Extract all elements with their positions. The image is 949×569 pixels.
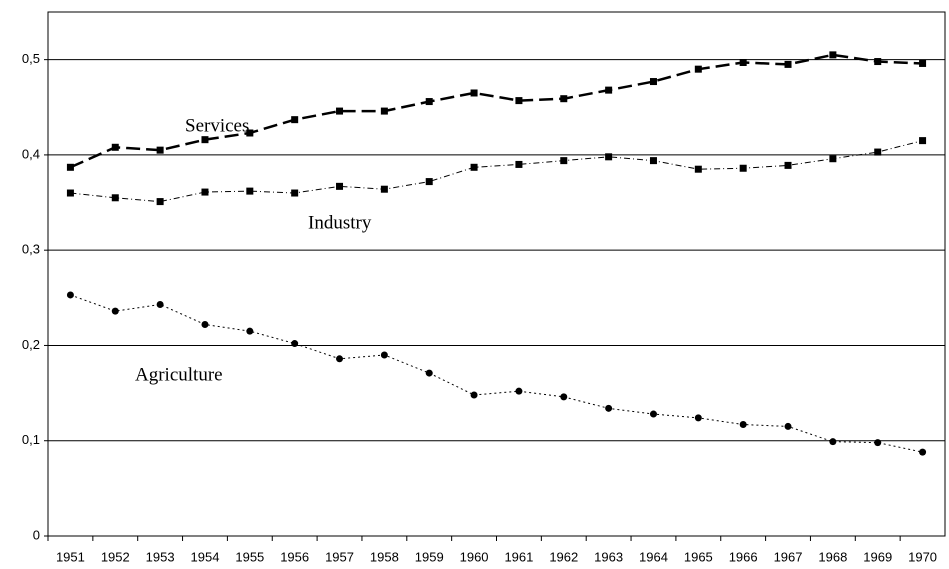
y-tick-label: 0,2 [22,337,40,352]
x-tick-label: 1957 [325,549,354,564]
data-point [111,194,119,202]
data-point [470,163,478,171]
x-tick-label: 1968 [818,549,847,564]
x-tick-label: 1965 [684,549,713,564]
data-point [246,327,254,335]
data-point [919,137,927,145]
y-tick-label: 0,5 [22,51,40,66]
series-line [70,140,923,203]
x-tick-label: 1962 [549,549,578,564]
data-point [201,320,209,328]
series-label: Services [185,115,249,136]
data-point [694,165,702,173]
series-label: Industry [308,212,372,233]
data-point [156,300,164,308]
data-point [739,58,747,66]
data-point [425,369,433,377]
data-point [874,58,882,66]
data-point [560,393,568,401]
data-point [605,404,613,412]
data-point [874,148,882,156]
x-tick-label: 1964 [639,549,668,564]
data-point [291,116,299,124]
x-tick-label: 1958 [370,549,399,564]
x-tick-label: 1952 [101,549,130,564]
data-point [739,421,747,429]
data-point [336,182,344,190]
data-point [470,391,478,399]
data-point [201,136,209,144]
data-point [829,155,837,163]
data-point [156,198,164,206]
x-tick-label: 1955 [235,549,264,564]
data-point [201,188,209,196]
data-point [784,161,792,169]
data-point [246,129,254,137]
data-point [336,107,344,115]
x-tick-label: 1960 [460,549,489,564]
x-tick-label: 1967 [774,549,803,564]
x-tick-label: 1963 [594,549,623,564]
y-tick-label: 0 [33,527,40,542]
data-point [425,98,433,106]
data-point [156,146,164,154]
data-point [919,448,927,456]
data-point [515,160,523,168]
data-point [111,307,119,315]
series-label: Agriculture [135,364,223,385]
data-point [829,438,837,446]
data-point [291,340,299,348]
data-point [291,189,299,197]
data-point [246,187,254,195]
x-tick-label: 1961 [504,549,533,564]
data-point [694,414,702,422]
data-point [470,89,478,97]
data-point [605,153,613,161]
data-point [784,422,792,430]
y-tick-label: 0,3 [22,242,40,257]
x-tick-label: 1966 [729,549,758,564]
data-point [649,78,657,86]
data-point [560,157,568,165]
x-tick-label: 1956 [280,549,309,564]
data-point [739,164,747,172]
x-tick-label: 1951 [56,549,85,564]
data-point [515,387,523,395]
data-point [919,59,927,67]
data-point [649,157,657,165]
data-point [380,185,388,193]
plot-frame [47,11,946,537]
data-point [66,163,74,171]
data-point [515,97,523,105]
data-point [66,189,74,197]
data-point [784,60,792,68]
x-tick-label: 1969 [863,549,892,564]
x-tick-label: 1954 [191,549,220,564]
data-point [111,143,119,151]
data-point [336,355,344,363]
x-tick-label: 1953 [146,549,175,564]
x-tick-label: 1970 [908,549,937,564]
series-line [69,53,923,169]
data-point [560,95,568,103]
data-point [380,351,388,359]
data-point [829,51,837,59]
x-tick-label: 1959 [415,549,444,564]
data-point [380,107,388,115]
data-point [66,291,74,299]
y-tick-label: 0,1 [22,432,40,447]
data-point [425,178,433,186]
data-point [694,65,702,73]
data-point [605,86,613,94]
data-point [874,439,882,447]
data-point [649,410,657,418]
y-tick-label: 0,4 [22,146,40,161]
